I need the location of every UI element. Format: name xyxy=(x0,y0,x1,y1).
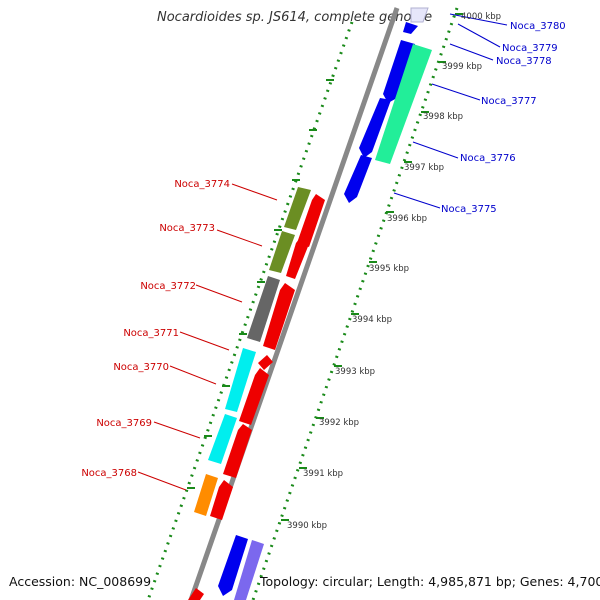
gene-label-noca-3768[interactable]: Noca_3768 xyxy=(81,468,137,479)
reverse-leader-lines xyxy=(137,183,278,491)
tick-label: 3990 kbp xyxy=(287,521,327,531)
gene-label-noca-3776[interactable]: Noca_3776 xyxy=(460,153,516,164)
gene-label-noca-3771[interactable]: Noca_3771 xyxy=(123,328,179,339)
tick-label: 3993 kbp xyxy=(335,367,375,377)
gene-label-noca-3774[interactable]: Noca_3774 xyxy=(174,179,230,190)
gene-noca-3779 xyxy=(403,22,418,34)
gene-label-noca-3777[interactable]: Noca_3777 xyxy=(481,96,537,107)
gene-noca-3774-partner xyxy=(297,194,325,247)
inner-dotted-ruler xyxy=(146,21,354,600)
gene-noca-3771 xyxy=(258,355,273,370)
forward-genes xyxy=(218,7,432,600)
gene-label-noca-3775[interactable]: Noca_3775 xyxy=(441,204,497,215)
gene-lower-2 xyxy=(234,540,264,600)
tick-label: 4000 kbp xyxy=(461,12,501,22)
map-title: Nocardioides sp. JS614, complete genome xyxy=(157,10,433,25)
inner-ruler-tick-marks xyxy=(187,79,334,489)
gene-noca-3770 xyxy=(239,368,269,425)
gene-lower-1 xyxy=(218,535,248,596)
tick-label: 3995 kbp xyxy=(369,264,409,274)
ruler-tick-marks xyxy=(281,13,463,521)
forward-gene-labels: Noca_3780 Noca_3779 Noca_3778 Noca_3777 … xyxy=(441,21,566,215)
gene-label-noca-3779[interactable]: Noca_3779 xyxy=(502,43,558,54)
outer-dotted-ruler xyxy=(251,7,459,600)
tick-label: 3996 kbp xyxy=(387,214,427,224)
gene-noca-3768-partner xyxy=(210,480,233,520)
gene-label-noca-3770[interactable]: Noca_3770 xyxy=(113,362,169,373)
gene-label-noca-3773[interactable]: Noca_3773 xyxy=(159,223,215,234)
gene-label-noca-3780[interactable]: Noca_3780 xyxy=(510,21,566,32)
gene-noca-3773 xyxy=(269,231,295,273)
tick-label: 3994 kbp xyxy=(352,315,392,325)
tick-label: 3992 kbp xyxy=(319,418,359,428)
gene-noca-3772-partner xyxy=(263,283,295,350)
gene-label-noca-3769[interactable]: Noca_3769 xyxy=(96,418,152,429)
reverse-genes xyxy=(188,187,325,600)
genome-summary-text: Topology: circular; Length: 4,985,871 bp… xyxy=(260,574,600,589)
tick-label: 3998 kbp xyxy=(423,112,463,122)
gene-noca-3775 xyxy=(344,155,372,203)
gene-noca-3780 xyxy=(410,7,429,23)
gene-noca-3776 xyxy=(359,98,391,158)
accession-text: Accession: NC_008699 xyxy=(9,574,152,589)
gene-noca-3777 xyxy=(375,44,432,164)
gene-noca-3769-cyan xyxy=(208,414,237,464)
gene-noca-3773-partner xyxy=(286,238,309,279)
gene-noca-3772 xyxy=(247,276,280,342)
tick-label: 3997 kbp xyxy=(404,163,444,173)
gene-noca-3778 xyxy=(383,40,415,103)
gene-noca-3768 xyxy=(194,474,218,516)
gene-noca-3774 xyxy=(284,187,311,230)
gene-noca-3771-cyan xyxy=(225,348,256,412)
reverse-gene-labels: Noca_3774 Noca_3773 Noca_3772 Noca_3771 … xyxy=(81,179,230,479)
gene-label-noca-3772[interactable]: Noca_3772 xyxy=(140,281,196,292)
tick-label: 3991 kbp xyxy=(303,469,343,479)
gene-noca-3769 xyxy=(223,424,252,478)
gene-lower-red xyxy=(188,588,204,600)
ruler-tick-labels: 4000 kbp 3999 kbp 3998 kbp 3997 kbp 3996… xyxy=(287,12,501,531)
gene-label-noca-3778[interactable]: Noca_3778 xyxy=(496,56,552,67)
forward-leader-lines xyxy=(393,13,508,209)
tick-label: 3999 kbp xyxy=(442,62,482,72)
